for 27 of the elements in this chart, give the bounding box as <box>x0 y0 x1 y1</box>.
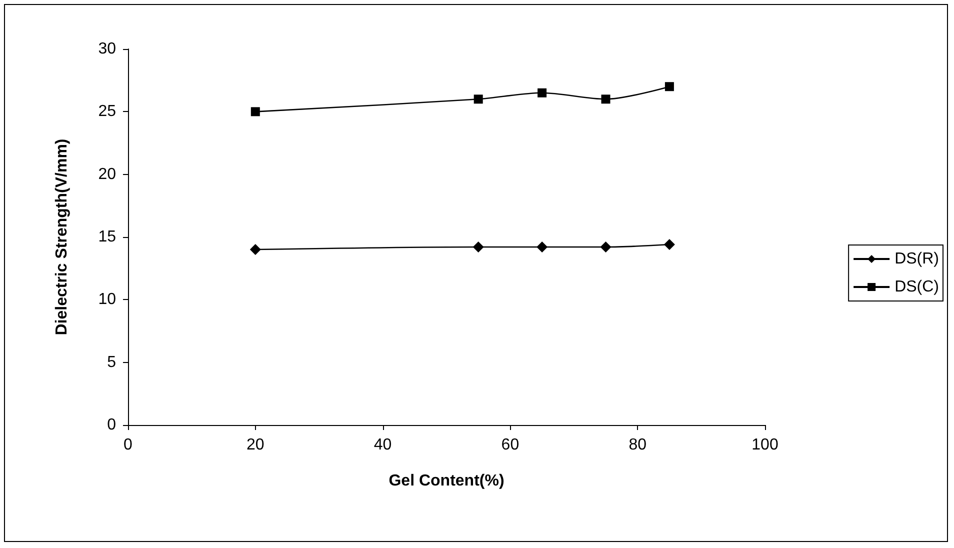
x-tick-label: 0 <box>124 436 133 454</box>
y-tick-label: 15 <box>98 228 116 246</box>
y-tick-label: 20 <box>98 166 116 183</box>
x-tick-label: 60 <box>501 436 520 454</box>
y-axis-title: Dielectric Strength(V/mm) <box>54 138 70 336</box>
point <box>601 94 610 104</box>
point <box>538 88 547 98</box>
x-tick-label: 80 <box>628 436 647 454</box>
x-axis-title: Gel Content(%) <box>388 472 504 490</box>
y-tick-label: 0 <box>107 416 116 434</box>
point <box>600 242 612 253</box>
x-tick-label: 40 <box>374 436 392 454</box>
point <box>250 107 260 116</box>
y-tick-label: 25 <box>98 103 116 120</box>
point <box>474 94 483 104</box>
y-tick-label: 5 <box>107 354 116 371</box>
point <box>472 242 484 253</box>
point <box>536 242 548 253</box>
point <box>664 82 674 92</box>
legend-label: DS(C) <box>894 278 939 296</box>
x-tick-label: 20 <box>246 436 264 454</box>
y-tick-label: 10 <box>98 291 116 308</box>
x-tick-label: 100 <box>752 436 778 454</box>
legend-label: DS(R) <box>894 250 939 268</box>
point <box>664 239 675 250</box>
point <box>250 244 261 256</box>
y-tick-label: 30 <box>98 40 116 58</box>
